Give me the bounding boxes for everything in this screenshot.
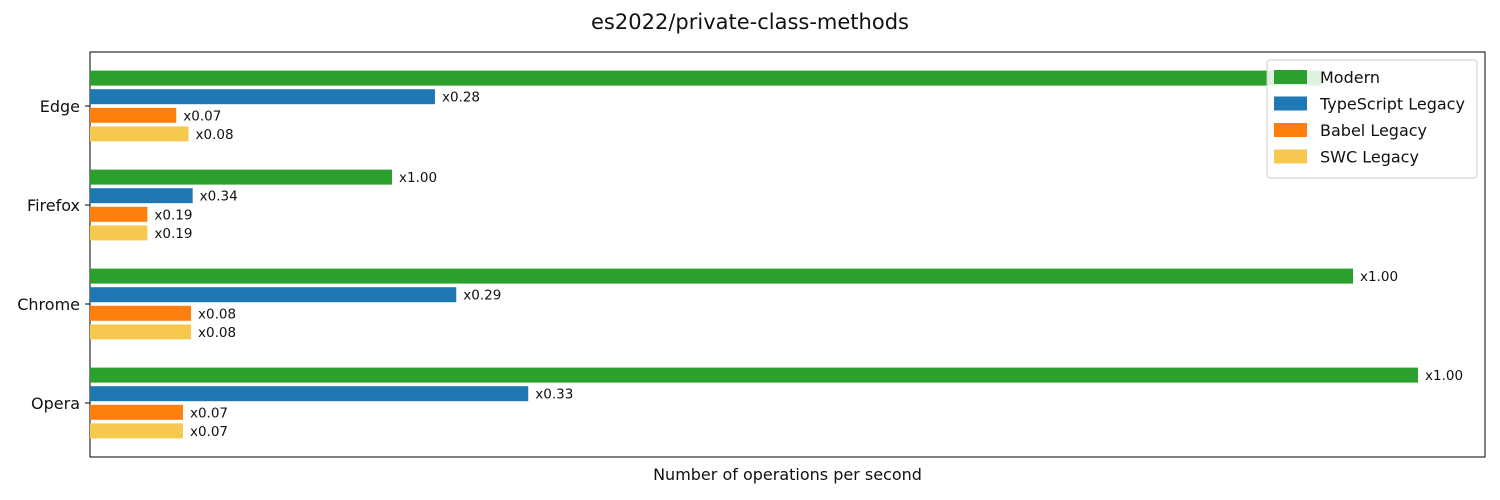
bar-typescript-legacy xyxy=(90,89,435,105)
legend-swatch xyxy=(1274,96,1307,111)
legend-swatch xyxy=(1274,70,1307,84)
bar-swc-legacy xyxy=(90,126,189,142)
bar-modern xyxy=(90,169,392,185)
bar-data-label: x0.19 xyxy=(154,226,192,242)
bar-modern xyxy=(90,367,1418,383)
bar-data-label: x0.33 xyxy=(535,387,573,403)
bar-modern xyxy=(90,70,1322,86)
y-tick-label: Chrome xyxy=(17,295,80,314)
y-tick-label: Edge xyxy=(40,97,80,116)
bar-data-label: x0.07 xyxy=(190,405,228,421)
bar-data-label: x0.07 xyxy=(183,108,221,124)
legend-label: Babel Legacy xyxy=(1320,121,1427,140)
plot-frame xyxy=(89,51,1486,458)
bar-data-label: x1.00 xyxy=(399,170,437,186)
bar-data-label: x0.34 xyxy=(200,189,238,205)
bar-data-label: x0.29 xyxy=(463,288,501,304)
bar-data-label: x1.00 xyxy=(1360,269,1398,285)
legend-swatch xyxy=(1274,149,1307,164)
bar-typescript-legacy xyxy=(90,188,193,204)
legend-box xyxy=(1266,59,1478,179)
bar-swc-legacy xyxy=(90,324,192,340)
bar-babel-legacy xyxy=(90,206,148,222)
legend-swatch xyxy=(1274,123,1307,137)
bar-swc-legacy xyxy=(90,225,148,241)
legend-label: Modern xyxy=(1320,68,1380,87)
bar-typescript-legacy xyxy=(90,386,529,402)
bar-modern xyxy=(90,268,1353,284)
y-tick-label: Firefox xyxy=(27,196,80,215)
bar-data-label: x0.19 xyxy=(154,207,192,223)
chart-title: es2022/private-class-methods xyxy=(591,10,909,34)
bar-data-label: x0.08 xyxy=(198,325,236,341)
legend-label: TypeScript Legacy xyxy=(1319,95,1465,114)
bar-data-label: x0.08 xyxy=(198,306,236,322)
x-axis-label: Number of operations per second xyxy=(653,465,922,484)
bar-data-label: x1.00 xyxy=(1425,368,1463,384)
bar-typescript-legacy xyxy=(90,287,457,303)
bar-swc-legacy xyxy=(90,423,183,439)
bar-data-label: x0.08 xyxy=(196,127,234,143)
bar-babel-legacy xyxy=(90,404,183,420)
bar-babel-legacy xyxy=(90,305,192,321)
y-tick-label: Opera xyxy=(31,394,80,413)
bar-babel-legacy xyxy=(90,107,177,123)
legend-label: SWC Legacy xyxy=(1320,148,1419,167)
bar-data-label: x0.28 xyxy=(442,90,480,106)
bar-data-label: x0.07 xyxy=(190,424,228,440)
